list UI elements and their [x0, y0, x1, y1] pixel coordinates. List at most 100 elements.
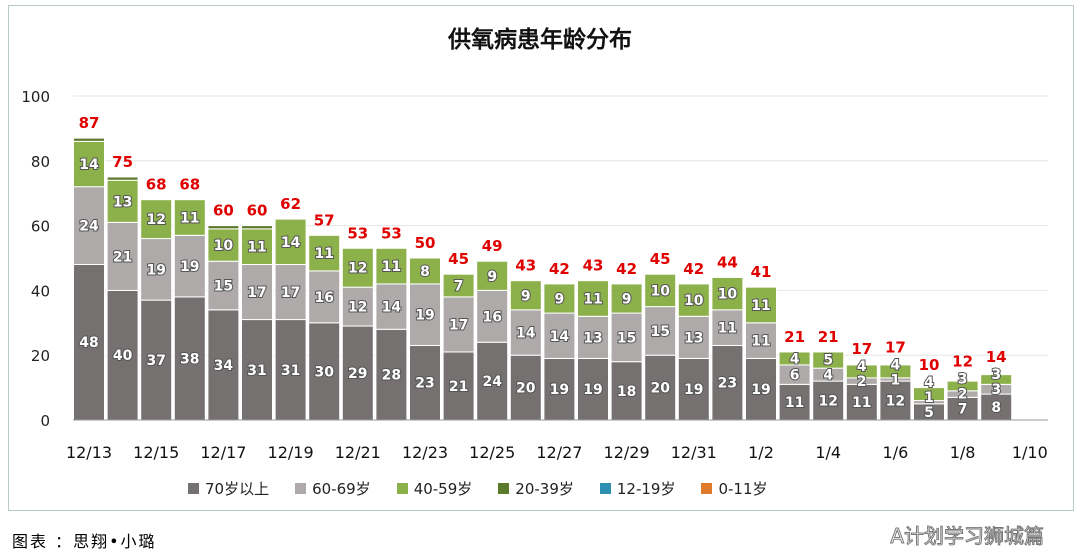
legend-label: 40-59岁 — [413, 480, 473, 498]
segment-label: 12 — [146, 212, 165, 228]
segment-label: 9 — [487, 269, 497, 285]
legend-label: 70岁以上 — [205, 480, 270, 498]
x-tick-label: 12/15 — [133, 443, 179, 462]
segment-label: 21 — [449, 379, 468, 395]
segment-label: 9 — [622, 292, 632, 308]
bar-segment — [812, 351, 845, 369]
y-tick-label: 100 — [21, 88, 50, 106]
segment-label: 30 — [314, 364, 334, 380]
segment-label: 11 — [718, 321, 737, 337]
segment-label: 23 — [718, 376, 737, 392]
segment-label: 1 — [891, 373, 901, 389]
segment-label: 21 — [113, 249, 132, 265]
bar-segment — [577, 280, 609, 317]
bar-segment — [543, 283, 576, 314]
bar-segment — [476, 289, 509, 343]
bar-segment — [610, 283, 643, 314]
segment-label: 2 — [958, 387, 968, 403]
bar-segment — [644, 273, 677, 308]
segment-label: 12 — [348, 261, 367, 277]
segment-label: 18 — [617, 384, 636, 400]
bar-segment — [509, 354, 542, 421]
total-label: 53 — [381, 224, 402, 242]
bar-segment — [577, 315, 609, 359]
segment-label: 14 — [79, 157, 99, 173]
segment-label: 1 — [924, 390, 934, 406]
total-label: 42 — [616, 260, 637, 278]
segment-label: 19 — [550, 382, 569, 398]
segment-label: 40 — [113, 348, 133, 364]
segment-label: 4 — [823, 368, 833, 384]
legend: 70岁以上 60-69岁 40-59岁 20-39岁 12-19岁 0-11岁 — [188, 478, 794, 499]
stacked-bar-chart: 0204060801004824148712/13402113753719126… — [21, 88, 1048, 462]
total-label: 62 — [280, 195, 301, 213]
segment-label: 5 — [924, 405, 934, 421]
bar-segment — [341, 247, 374, 288]
legend-label: 12-19岁 — [616, 480, 676, 498]
segment-label: 6 — [790, 368, 800, 384]
segment-label: 38 — [180, 351, 199, 367]
segment-label: 19 — [180, 259, 199, 275]
segment-label: 7 — [958, 402, 968, 418]
footer-credit: 图表 ：思翔•小璐 — [12, 532, 157, 551]
legend-item: 12-19岁 — [599, 478, 676, 499]
segment-label: 10 — [650, 283, 670, 299]
segment-label: 3 — [958, 372, 968, 388]
bar-segment — [610, 361, 643, 421]
segment-label: 24 — [79, 219, 99, 235]
segment-label: 10 — [718, 287, 738, 303]
bar-segment — [677, 315, 710, 359]
bar-segment — [509, 280, 542, 311]
segment-label: 29 — [348, 366, 367, 382]
segment-label: 5 — [823, 353, 833, 369]
x-tick-label: 1/6 — [883, 443, 909, 462]
bar-segment — [207, 228, 240, 262]
legend-swatch — [498, 483, 510, 494]
segment-label: 37 — [146, 353, 165, 369]
y-tick-label: 40 — [31, 282, 50, 300]
bar-segment — [442, 273, 475, 298]
segment-label: 2 — [857, 374, 867, 390]
segment-label: 23 — [415, 376, 434, 392]
total-label: 57 — [314, 211, 335, 229]
bar-segment — [375, 283, 408, 330]
x-tick-label: 1/2 — [748, 443, 774, 462]
total-label: 10 — [919, 356, 940, 374]
bar-segment — [207, 260, 240, 311]
x-tick-label: 1/8 — [950, 443, 976, 462]
segment-label: 12 — [348, 300, 367, 316]
bar-segment — [442, 351, 475, 421]
bar-segment — [610, 312, 643, 363]
segment-label: 48 — [79, 335, 98, 351]
bar-segment — [946, 380, 979, 392]
x-tick-label: 12/19 — [268, 443, 314, 462]
total-label: 60 — [213, 202, 234, 220]
segment-label: 20 — [516, 381, 536, 397]
bar-segment — [644, 306, 677, 356]
bar-segment — [711, 309, 744, 346]
segment-label: 15 — [214, 279, 233, 295]
bar-segment — [778, 351, 811, 366]
x-tick-label: 12/31 — [671, 443, 717, 462]
segment-label: 14 — [382, 300, 402, 316]
segment-label: 15 — [617, 330, 636, 346]
total-label: 17 — [851, 340, 872, 358]
bar-segment — [241, 263, 273, 321]
bar-segment — [375, 247, 408, 285]
legend-label: 0-11岁 — [718, 480, 768, 498]
legend-item: 20-39岁 — [498, 478, 574, 499]
x-tick-label: 12/29 — [604, 443, 650, 462]
segment-label: 20 — [650, 381, 670, 397]
legend-item: 60-69岁 — [295, 478, 371, 499]
bar-segment — [543, 312, 576, 359]
segment-label: 11 — [247, 240, 266, 256]
total-label: 43 — [515, 257, 536, 275]
y-tick-label: 0 — [40, 412, 50, 430]
segment-label: 9 — [521, 288, 531, 304]
segment-label: 17 — [281, 285, 300, 301]
total-label: 45 — [448, 250, 469, 268]
segment-label: 3 — [991, 367, 1001, 383]
y-tick-label: 60 — [31, 218, 50, 236]
segment-label: 14 — [550, 329, 570, 345]
segment-label: 19 — [415, 308, 434, 324]
